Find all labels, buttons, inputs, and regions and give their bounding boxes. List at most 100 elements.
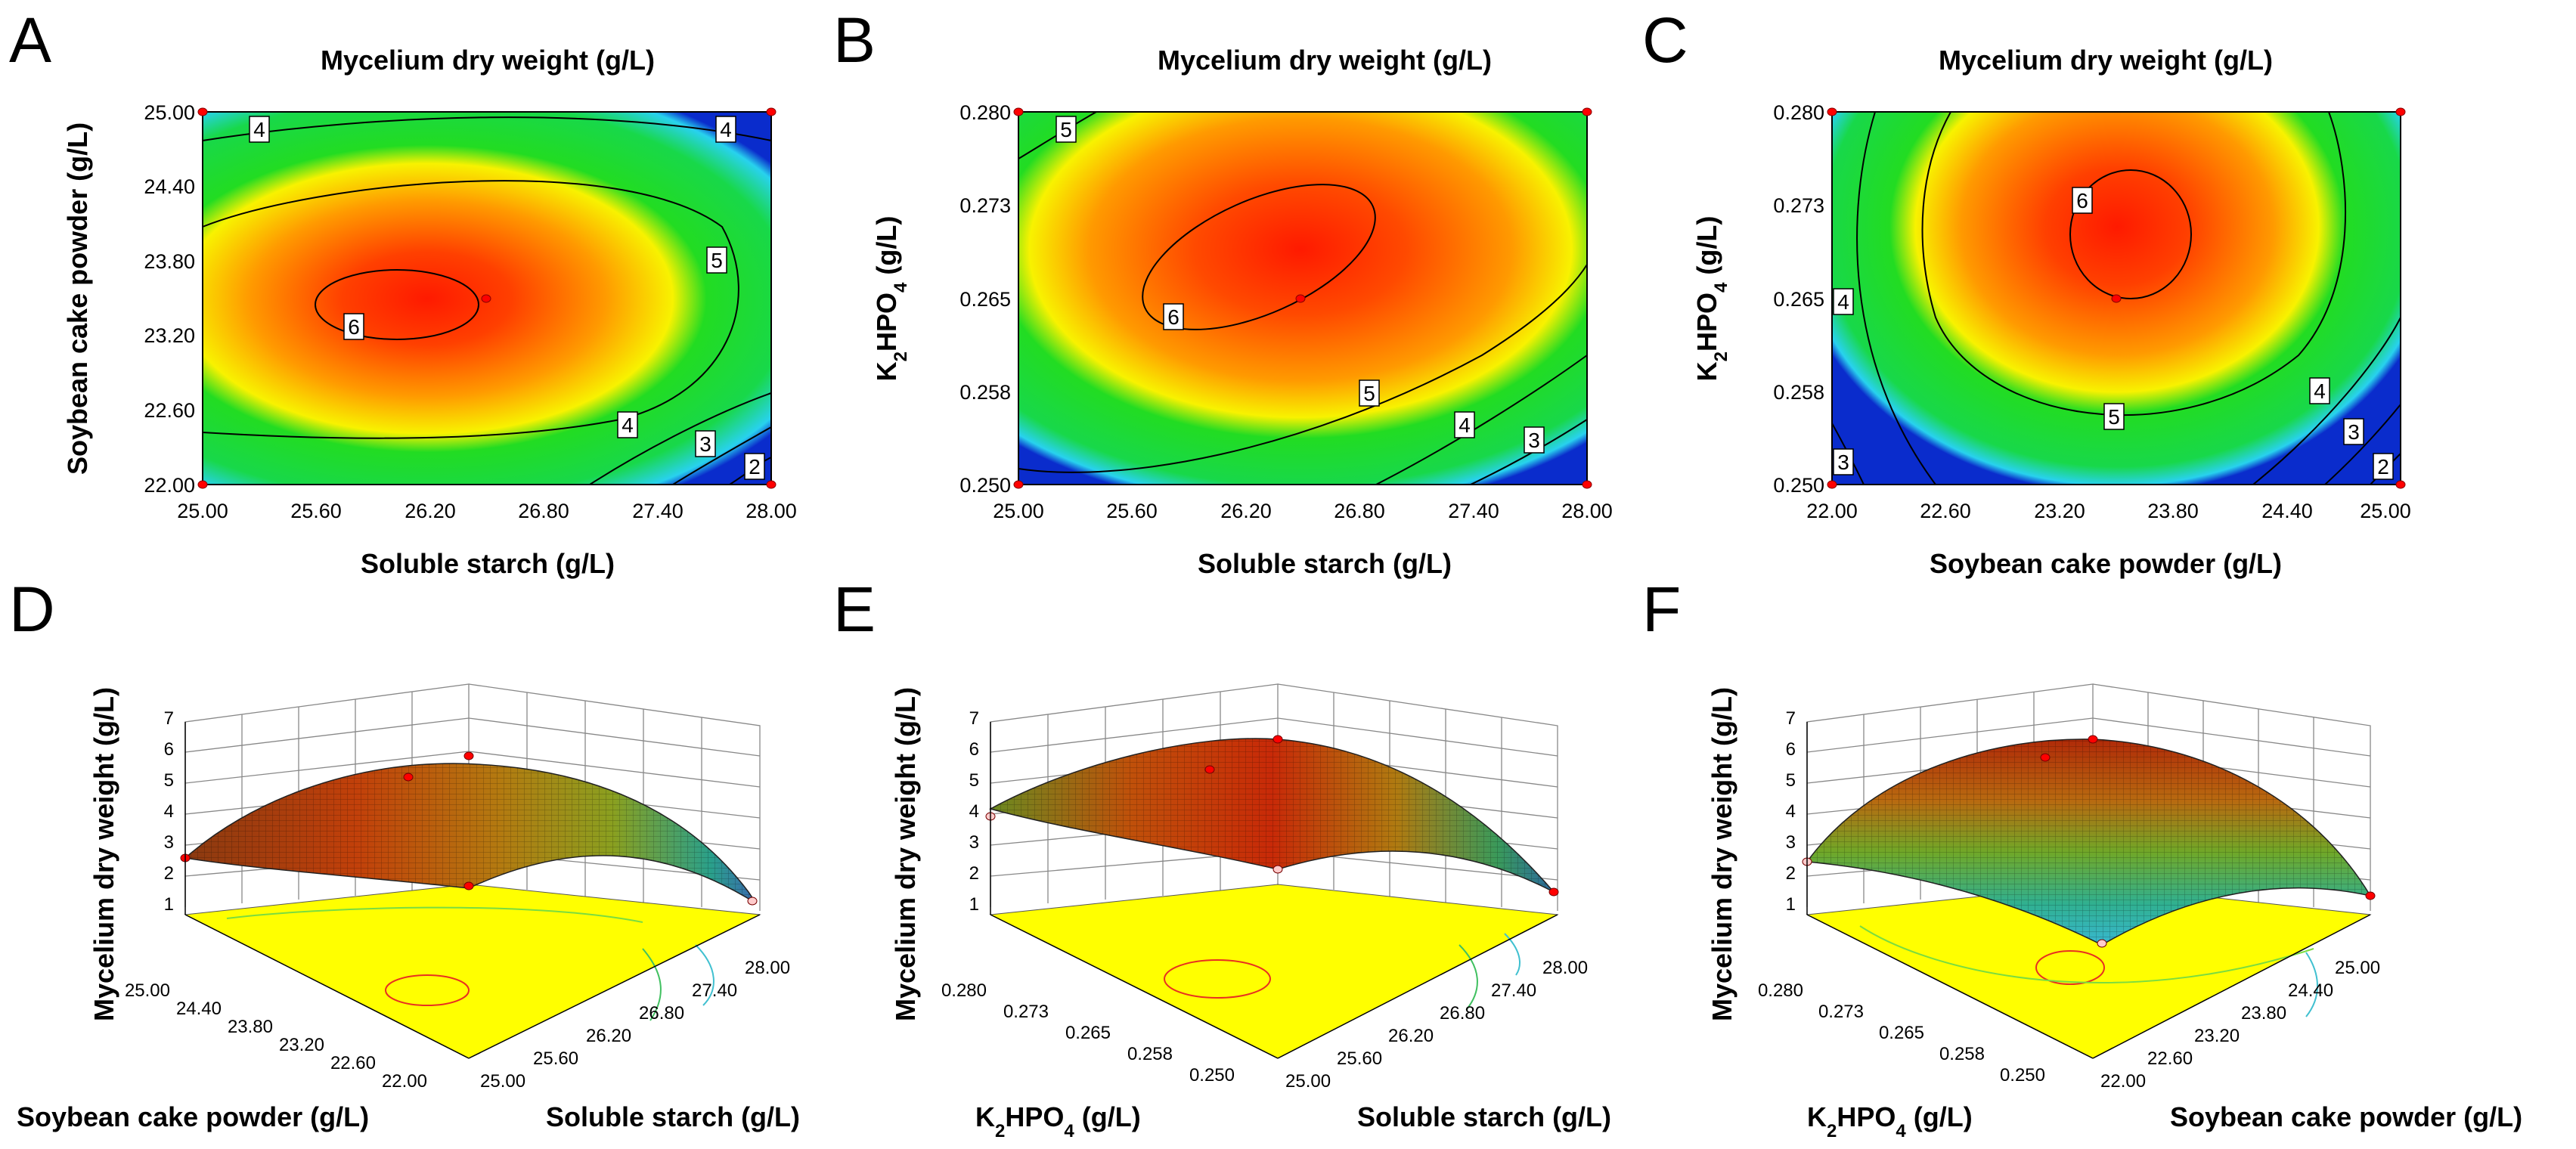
x-tick-label: 0.280 (941, 980, 987, 1001)
y-tick-label: 25.60 (1337, 1048, 1382, 1069)
floor-contour-3 (695, 944, 715, 1006)
y-tick-label: 22.60 (144, 399, 195, 422)
contour-label-box (744, 453, 765, 480)
panel-f-z-axis-label: Mycelium dry weight (g/L) (1706, 687, 1737, 1021)
x-tick-label: 28.00 (746, 500, 797, 522)
floor-contour-5 (1859, 925, 2314, 983)
y-tick-label: 23.80 (2241, 1003, 2286, 1024)
y-tick-label: 26.80 (639, 1003, 684, 1024)
contour-label-4: 4 (253, 118, 265, 141)
panel-d-x-ticks: 25.00 24.40 23.80 23.20 22.60 22.00 (125, 980, 427, 1092)
z-tick-label: 6 (164, 739, 174, 760)
contour-label-4: 4 (2314, 379, 2326, 403)
design-point (2097, 939, 2107, 948)
z-tick-label: 7 (1786, 708, 1796, 729)
y-tick-label: 22.00 (144, 474, 195, 497)
contour-line-5 (202, 180, 739, 439)
design-point (1013, 107, 1024, 116)
y-tick-label: 0.273 (1773, 194, 1824, 217)
y-tick-label: 26.20 (586, 1026, 631, 1046)
z-tick-label: 7 (164, 708, 174, 729)
panel-a-x-ticks: 25.00 25.60 26.20 26.80 27.40 28.00 (177, 500, 797, 522)
center-point (403, 773, 414, 782)
y-tick-label: 27.40 (692, 980, 737, 1001)
panel-c-contour-labels: 6 5 4 4 3 3 2 (1833, 187, 2394, 480)
panel-d-z-ticks: 1 2 3 4 5 6 7 (164, 708, 174, 915)
contour-label-5: 5 (711, 249, 723, 272)
contour-label-box (1524, 426, 1545, 454)
contour-line-4-bottom (589, 392, 772, 485)
front-right-edge (1277, 914, 1558, 1059)
contour-label-box (2373, 453, 2394, 480)
contour-label-5: 5 (1060, 118, 1072, 141)
panel-letter-a: A (9, 5, 51, 76)
y-tick-label: 23.20 (2194, 1026, 2240, 1046)
z-tick-label: 1 (969, 894, 979, 915)
x-tick-label: 24.40 (176, 999, 222, 1019)
contour-label-3: 3 (1528, 429, 1540, 452)
design-point (1827, 107, 1837, 116)
y-tick-label: 0.250 (959, 474, 1011, 497)
z-tick-label: 5 (969, 770, 979, 791)
x-tick-label: 26.80 (518, 500, 569, 522)
panel-a-design-points (197, 107, 777, 489)
panel-e-y-axis-label: Soluble starch (g/L) (1357, 1101, 1611, 1132)
z-tick-label: 4 (164, 801, 174, 822)
y-tick-label: 0.280 (959, 101, 1011, 124)
x-tick-label: 26.80 (1334, 500, 1385, 522)
y-tick-label: 27.40 (1491, 980, 1536, 1001)
front-left-edge (184, 914, 470, 1059)
z-tick-label: 1 (164, 894, 174, 915)
z-tick-label: 7 (969, 708, 979, 729)
panel-f-x-axis-label: K2HPO4 (g/L) (1807, 1101, 1973, 1141)
contour-line-3 (672, 426, 772, 485)
panel-e-z-axis-label: Mycelium dry weight (g/L) (890, 687, 921, 1021)
z-tick-label: 6 (969, 739, 979, 760)
panel-d-z-axis-label: Mycelium dry weight (g/L) (88, 687, 119, 1021)
floor-contour-4 (1458, 944, 1478, 1010)
floor-contour-3 (1504, 933, 1520, 976)
x-tick-label: 0.250 (2000, 1065, 2045, 1086)
z-tick-label: 4 (1786, 801, 1796, 822)
design-point (1827, 480, 1837, 489)
z-tick-label: 2 (1786, 863, 1796, 884)
x-tick-label: 0.265 (1879, 1023, 1924, 1043)
x-tick-label: 25.00 (125, 980, 170, 1001)
x-tick-label: 0.280 (1758, 980, 1803, 1001)
panel-letter-d: D (9, 574, 55, 645)
x-tick-label: 27.40 (632, 500, 684, 522)
contour-label-4: 4 (1458, 413, 1471, 437)
design-point (766, 107, 777, 116)
contour-label-box (2072, 187, 2093, 214)
x-tick-label: 23.80 (2147, 500, 2199, 522)
y-tick-label: 0.258 (959, 381, 1011, 404)
design-point (766, 480, 777, 489)
contour-label-box (1056, 116, 1077, 143)
panel-d-floor-contours (226, 906, 715, 1021)
axis-label-part: HPO (871, 293, 902, 352)
center-point (1204, 765, 1215, 774)
contour-label-6: 6 (2076, 189, 2088, 212)
panel-d-y-ticks: 25.00 25.60 26.20 26.80 27.40 28.00 (480, 958, 790, 1092)
back-wall-right (468, 683, 761, 911)
z-tick-label: 6 (1786, 739, 1796, 760)
x-tick-label: 23.20 (2034, 500, 2085, 522)
contour-label-6: 6 (348, 315, 360, 339)
axis-label-part: K (871, 361, 902, 381)
x-tick-label: 0.258 (1127, 1044, 1173, 1064)
y-tick-label: 25.00 (2335, 958, 2380, 978)
panel-b-y-axis-label: K2HPO4 (g/L) (871, 216, 911, 382)
front-left-edge (990, 914, 1279, 1059)
axis-label-part: (g/L) (1691, 216, 1722, 283)
panel-f-floor-contours (1859, 925, 2318, 1017)
panel-a-x-axis-label: Soluble starch (g/L) (361, 548, 615, 579)
axis-label-part: K (1691, 361, 1722, 381)
panel-e-x-ticks: 0.280 0.273 0.265 0.258 0.250 (941, 980, 1235, 1086)
x-tick-label: 25.00 (177, 500, 228, 522)
panel-f-y-axis-label: Soybean cake powder (g/L) (2170, 1101, 2522, 1132)
panel-b-x-ticks: 25.00 25.60 26.20 26.80 27.40 28.00 (993, 500, 1613, 522)
x-tick-label: 25.60 (1106, 500, 1158, 522)
design-point (747, 897, 758, 906)
axis-label-subscript: 4 (891, 282, 911, 293)
front-left-edge (1806, 914, 2094, 1059)
